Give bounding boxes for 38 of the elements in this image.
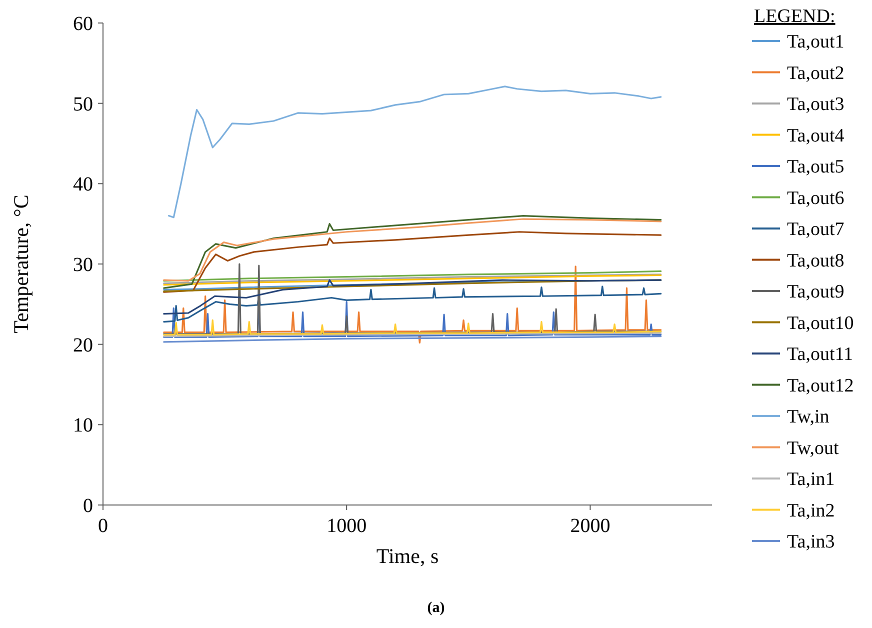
legend-label: Ta,out4 xyxy=(787,125,845,146)
line-series xyxy=(163,298,662,338)
legend-label: Ta,out7 xyxy=(787,219,844,240)
x-tick-label: 0 xyxy=(98,515,108,537)
line-series xyxy=(163,286,662,323)
legend-label: Ta,out6 xyxy=(787,188,844,209)
legend-label: Ta,out8 xyxy=(787,250,844,272)
legend-label: Ta,out9 xyxy=(787,282,844,303)
legend-label: Tw,in xyxy=(787,406,830,428)
line-series xyxy=(163,270,662,282)
x-tick-label: 2000 xyxy=(570,515,610,537)
legend-label: Ta,out5 xyxy=(787,156,844,178)
line-series xyxy=(168,86,662,218)
line-series xyxy=(163,279,662,315)
legend-label: Ta,out3 xyxy=(787,94,844,116)
y-tick-label: 50 xyxy=(73,93,93,116)
x-axis-title: Time, s xyxy=(376,544,439,568)
y-tick-label: 0 xyxy=(83,495,93,517)
y-tick-label: 30 xyxy=(73,254,93,276)
text: (a) xyxy=(427,600,445,616)
legend-label: Ta,out11 xyxy=(787,344,854,366)
y-tick-label: 10 xyxy=(73,414,93,437)
y-tick-label: 20 xyxy=(73,334,93,356)
legend-label: Ta,out1 xyxy=(787,32,844,53)
y-axis-title: Temperature, °C xyxy=(9,194,33,334)
legend-label: Ta,out2 xyxy=(787,62,844,84)
legend-label: Ta,out12 xyxy=(787,375,854,396)
y-tick-label: 40 xyxy=(73,174,93,196)
legend-label: Tw,out xyxy=(787,438,840,459)
legend-label: Ta,in1 xyxy=(787,469,835,490)
legend-label: Ta,out10 xyxy=(787,312,854,334)
legend-label: Ta,in3 xyxy=(787,532,835,553)
legend-title: LEGEND: xyxy=(754,6,836,27)
legend-label: Ta,in2 xyxy=(787,500,835,522)
x-tick-label: 1000 xyxy=(326,515,367,537)
y-tick-label: 60 xyxy=(73,13,93,35)
line-series xyxy=(163,231,662,293)
line-series xyxy=(163,319,662,336)
